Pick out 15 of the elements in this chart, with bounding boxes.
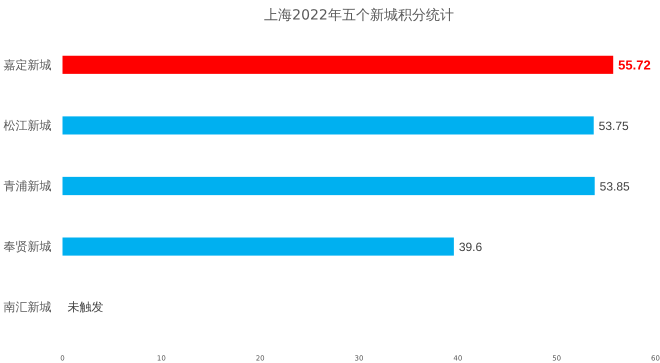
y-tick-label: 嘉定新城 [4, 58, 52, 72]
bar [62, 56, 614, 74]
bar [62, 176, 595, 196]
bar [62, 116, 594, 135]
y-tick-label: 松江新城 [4, 118, 52, 132]
y-tick-label: 南汇新城 [4, 300, 52, 314]
text: 未触发 [67, 300, 104, 314]
data-label: 39.6 [458, 240, 483, 254]
bar [62, 237, 454, 256]
data-label: 55.72 [618, 57, 651, 72]
y-tick-label: 奉贤新城 [4, 240, 52, 254]
data-label: 53.75 [598, 118, 630, 133]
data-label: 53.85 [600, 180, 630, 194]
y-tick-label: 青浦新城 [4, 179, 52, 193]
chart-title: 上海2022年五个新城积分统计 [264, 8, 454, 24]
